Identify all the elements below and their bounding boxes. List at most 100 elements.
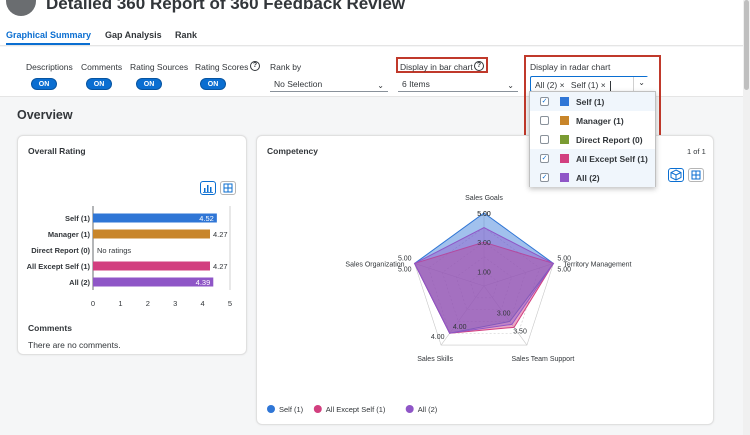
legend-marker xyxy=(313,405,322,413)
rating-scores-toggle[interactable]: ON xyxy=(200,78,226,90)
bar xyxy=(93,213,217,223)
legend-label: All (2) xyxy=(418,405,438,414)
option-label: All (2) xyxy=(576,173,600,183)
color-swatch xyxy=(560,116,569,125)
overall-rating-bar-chart: Self (1) 4.52 Manager (1) 4.27 Direct Report… xyxy=(27,206,232,308)
descriptions-toggle[interactable]: ON xyxy=(31,78,57,90)
bar-chart-select[interactable]: 6 Items ⌄ xyxy=(398,76,518,92)
radar-series-area xyxy=(413,241,555,334)
color-swatch xyxy=(560,135,569,144)
bar-x-tick-label: 5 xyxy=(228,299,232,308)
checkbox[interactable]: ✓ xyxy=(540,173,549,182)
legend-label: All Except Self (1) xyxy=(326,405,386,414)
bar-category-label: All Except Self (1) xyxy=(27,262,91,271)
check-icon: ✓ xyxy=(541,98,548,105)
radar-value-label: 5.00 xyxy=(557,255,571,262)
overview-title: Overview xyxy=(17,108,73,122)
tab-rank[interactable]: Rank xyxy=(175,30,198,40)
radar-chart-label: Display in radar chart xyxy=(530,62,611,72)
radar-value-label: 5.00 xyxy=(398,255,412,262)
bar-chart-info-icon[interactable]: ? xyxy=(474,61,484,71)
checkbox[interactable] xyxy=(540,135,549,144)
radar-value-label: 3.00 xyxy=(497,310,511,317)
close-icon[interactable]: × xyxy=(600,80,606,90)
radar-dropdown-toggle[interactable]: ⌄ xyxy=(633,77,648,91)
legend-marker xyxy=(267,405,275,413)
option-label: Direct Report (0) xyxy=(576,135,643,145)
bar-chart-value: 6 Items xyxy=(402,79,430,89)
tab-graphical-summary[interactable]: Graphical Summary xyxy=(6,30,92,40)
page-scrollbar-thumb[interactable] xyxy=(744,0,749,90)
radar-grid-ring xyxy=(455,256,513,310)
option-label: Manager (1) xyxy=(576,116,624,126)
rank-by-label: Rank by xyxy=(270,62,302,72)
rank-by-select[interactable]: No Selection ⌄ xyxy=(270,76,388,92)
radar-axis-label: Sales Organization xyxy=(345,261,404,268)
radar-token-all[interactable]: All (2) × xyxy=(535,80,565,90)
radar-grid-ring xyxy=(428,227,540,334)
rank-by-value: No Selection xyxy=(274,79,323,89)
competency-title: Competency xyxy=(267,146,319,156)
bar-value-label: 4.39 xyxy=(196,278,211,287)
bar-value-label: 4.27 xyxy=(213,262,228,271)
bar-chart-icon xyxy=(203,185,213,193)
checkbox[interactable]: ✓ xyxy=(540,154,549,163)
page-indicator: 1 of 1 xyxy=(687,147,706,156)
page-title: Detailed 360 Report of 360 Feedback Revi… xyxy=(46,0,406,13)
table-grid-icon xyxy=(691,170,701,180)
competency-card: Competency 1 of 1 1.00 3.00 5.00 Sales Goal… xyxy=(256,135,714,425)
bar-chart-view-button[interactable] xyxy=(200,181,216,195)
color-swatch xyxy=(560,173,569,182)
option-label: All Except Self (1) xyxy=(576,154,648,164)
legend-marker xyxy=(405,405,414,413)
dropdown-option-all[interactable]: ✓ All (2) xyxy=(530,168,655,187)
radar-spoke xyxy=(483,285,528,346)
dropdown-option-all-except-self[interactable]: ✓ All Except Self (1) xyxy=(530,149,655,168)
checkbox[interactable] xyxy=(540,116,549,125)
option-label: Self (1) xyxy=(576,97,605,107)
radar-value-label: 5.00 xyxy=(477,211,491,218)
bar-category-label: Manager (1) xyxy=(48,230,91,239)
close-icon[interactable]: × xyxy=(559,80,565,90)
bar-value-label: 4.52 xyxy=(199,214,214,223)
radar-view-button[interactable] xyxy=(668,168,684,182)
bar-chart-highlight-box xyxy=(396,57,488,73)
bar-value-label: No ratings xyxy=(97,246,131,255)
comments-title: Comments xyxy=(28,323,72,333)
rating-sources-toggle[interactable]: ON xyxy=(136,78,162,90)
radar-axis-label: Territory Management xyxy=(563,261,631,268)
dropdown-option-self[interactable]: ✓ Self (1) xyxy=(530,92,655,111)
bar-chart-label: Display in bar chart xyxy=(400,62,473,72)
tab-gap-analysis[interactable]: Gap Analysis xyxy=(105,30,162,40)
page-scrollbar[interactable] xyxy=(743,0,750,435)
bar-category-label: All (2) xyxy=(69,278,90,287)
radar-token-self[interactable]: Self (1) × xyxy=(571,80,606,90)
table-grid-icon xyxy=(223,183,233,193)
bar xyxy=(93,261,210,271)
radar-chart-multiselect[interactable]: All (2) × Self (1) × xyxy=(530,76,648,92)
chevron-down-icon: ⌄ xyxy=(638,78,645,87)
dropdown-option-direct-report[interactable]: Direct Report (0) xyxy=(530,130,655,149)
radar-grid-ring xyxy=(441,241,527,322)
checkbox[interactable]: ✓ xyxy=(540,97,549,106)
radar-spoke xyxy=(414,263,485,287)
title-bar: Detailed 360 Report of 360 Feedback Revi… xyxy=(0,0,750,24)
comments-toggle[interactable]: ON xyxy=(86,78,112,90)
competency-radar-chart: 1.00 3.00 5.00 Sales Goals Territory Managem… xyxy=(267,195,632,414)
bar xyxy=(93,277,214,287)
rating-scores-label: Rating Scores xyxy=(195,62,249,72)
radar-value-label: 3.50 xyxy=(513,328,527,335)
bar-x-tick-label: 2 xyxy=(146,299,150,308)
table-view-button[interactable] xyxy=(688,168,704,182)
radar-axis-label: Sales Skills xyxy=(417,356,453,363)
dropdown-option-manager[interactable]: Manager (1) xyxy=(530,111,655,130)
radar-value-label: 5.00 xyxy=(557,266,571,273)
table-view-button[interactable] xyxy=(220,181,236,195)
rating-scores-info-icon[interactable]: ? xyxy=(250,61,260,71)
radar-token-all-label: All (2) xyxy=(535,80,558,90)
active-tab-indicator xyxy=(6,43,90,45)
radar-grid-value-label: 1.00 xyxy=(477,269,491,276)
radar-grid-value-label: 5.00 xyxy=(477,211,491,218)
no-comments-text: There are no comments. xyxy=(28,340,121,350)
radar-spoke xyxy=(440,285,485,346)
